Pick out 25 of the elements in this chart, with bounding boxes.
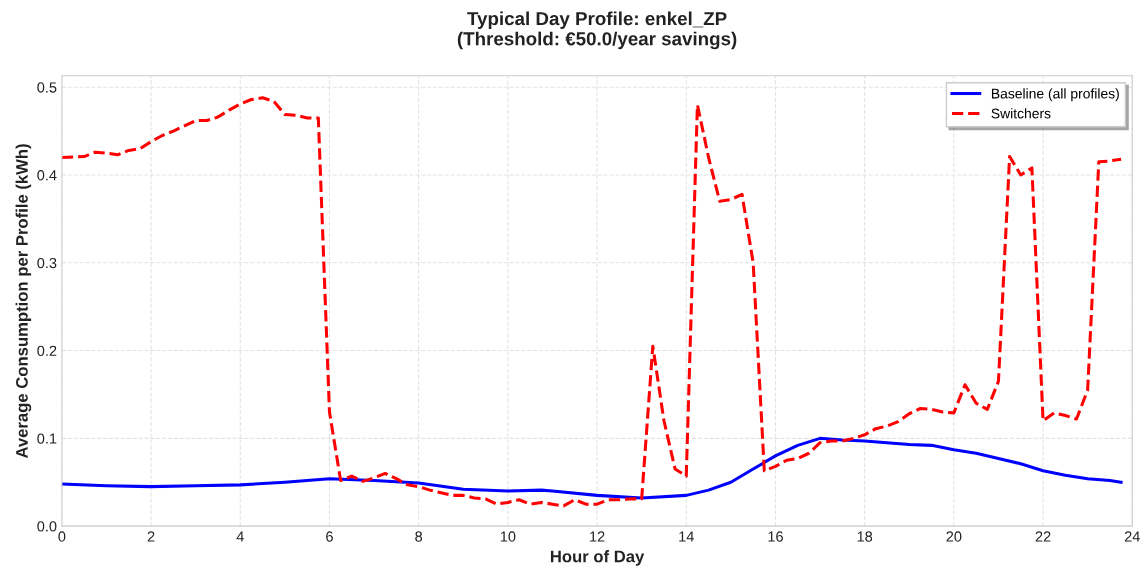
legend-label: Baseline (all profiles) — [991, 88, 1119, 102]
y-tick-label: 0.5 — [37, 82, 57, 93]
x-tick-label: 6 — [326, 531, 333, 542]
x-tick-label: 10 — [500, 531, 516, 542]
x-tick-label: 4 — [236, 531, 244, 542]
y-tick-label: 0.0 — [37, 521, 57, 532]
legend-label: Switchers — [991, 108, 1051, 119]
x-tick-label: 20 — [946, 531, 962, 542]
y-tick-label: 0.4 — [37, 170, 57, 181]
x-tick-label: 8 — [415, 531, 423, 542]
line-series — [61, 436, 1123, 500]
y-tick-label: 0.2 — [37, 345, 57, 356]
x-tick-label: 2 — [147, 531, 155, 542]
x-tick-label: 24 — [1124, 531, 1140, 542]
y-tick-label: 0.3 — [37, 257, 57, 269]
x-tick-label: 12 — [590, 531, 605, 542]
x-tick-label: 14 — [679, 531, 694, 542]
chart-title: Typical Day Profile: enkel_ZP (Threshold: €50.0/year savings) — [457, 11, 737, 50]
x-tick-label: 16 — [768, 531, 783, 542]
y-tick-label: 0.1 — [37, 433, 57, 444]
x-tick-label: 0 — [58, 531, 66, 542]
x-tick-label: 18 — [857, 531, 873, 542]
x-axis-title: Hour of Day — [550, 550, 645, 566]
x-tick-label: 22 — [1035, 531, 1051, 542]
y-axis-title: Average Consumption per Profile (kWh) — [15, 144, 32, 459]
